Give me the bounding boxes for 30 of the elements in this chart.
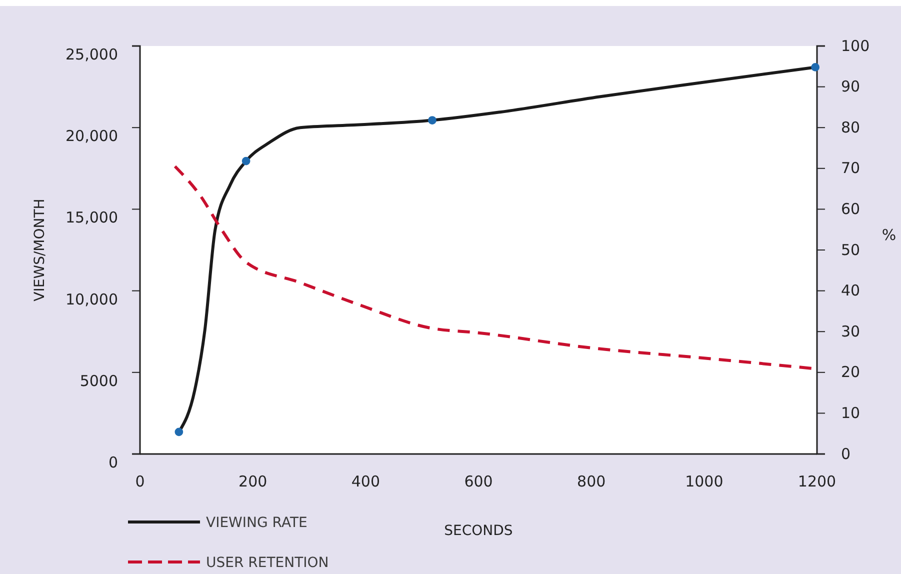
y-tick-label: 10,000 — [66, 290, 118, 308]
y-tick-label: 15,000 — [66, 208, 118, 227]
y2-tick-label: 60 — [841, 200, 860, 218]
y2-tick-label: 0 — [841, 444, 851, 463]
x-axis-title: SECONDS — [444, 523, 513, 539]
line-series — [173, 164, 813, 370]
x-tick-label: 600 — [464, 472, 493, 491]
legend-label: USER RETENTION — [206, 555, 329, 571]
y2-tick-label: 30 — [841, 322, 860, 340]
y2-axis-title: % — [882, 226, 896, 244]
x-tick-label: 1200 — [798, 472, 836, 491]
x-tick-label: 800 — [577, 472, 606, 491]
y2-tick-label: 100 — [841, 36, 870, 55]
x-tick-label: 200 — [238, 472, 268, 491]
y2-tick-label: 80 — [841, 118, 860, 136]
y-tick-label: 25,000 — [66, 46, 118, 64]
y2-tick-label: 20 — [841, 363, 860, 382]
y2-tick-label: 50 — [841, 240, 860, 259]
y2-tick-label: 90 — [841, 78, 860, 96]
y-axis-title: VIEWS/MONTH — [32, 198, 48, 302]
legend-label: VIEWING RATE — [206, 515, 308, 531]
y2-tick-label: 10 — [841, 404, 860, 422]
x-tick-label: 0 — [135, 472, 145, 491]
y-tick-label: 0 — [108, 454, 118, 472]
y-tick-label: 5000 — [80, 372, 118, 390]
y2-tick-label: 70 — [841, 159, 860, 178]
y-tick-label: 20,000 — [66, 127, 118, 146]
y2-tick-label: 40 — [841, 282, 860, 300]
x-tick-label: 400 — [351, 472, 380, 491]
x-tick-label: 1000 — [685, 472, 724, 491]
